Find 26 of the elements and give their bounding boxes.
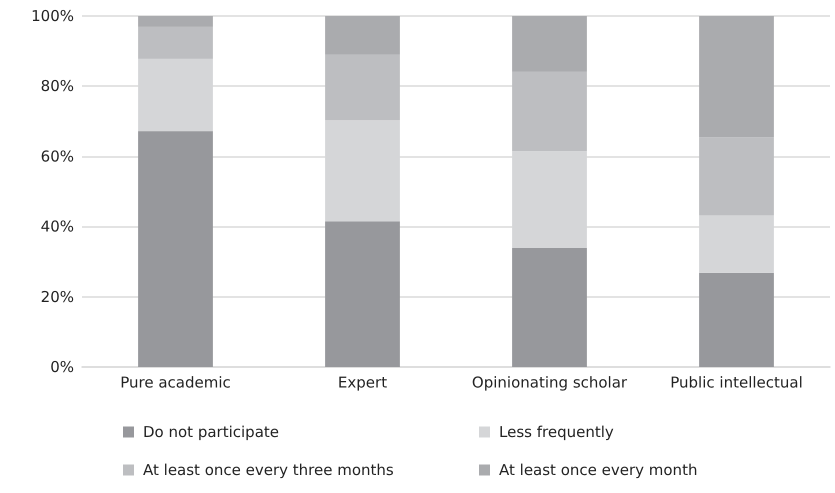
y-tick-label: 20%: [40, 288, 74, 306]
y-tick-label: 80%: [40, 77, 74, 96]
bar: [325, 221, 400, 367]
bar: [512, 71, 587, 152]
bar: [325, 54, 400, 120]
bar: [138, 26, 213, 59]
y-tick-label: 0%: [50, 358, 74, 376]
x-tick-label: Expert: [338, 374, 388, 392]
bar: [325, 16, 400, 55]
bar: [138, 16, 213, 27]
x-tick-label: Pure academic: [120, 374, 231, 392]
legend-label: Do not participate: [143, 423, 279, 441]
bar: [699, 137, 774, 216]
bar: [699, 16, 774, 138]
bar: [512, 16, 587, 72]
legend-label: At least once every three months: [143, 461, 394, 479]
bar: [512, 248, 587, 367]
bar: [138, 131, 213, 367]
bar: [699, 272, 774, 367]
x-tick-label: Public intellectual: [670, 374, 803, 392]
y-tick-label: 100%: [31, 7, 74, 25]
y-tick-label: 40%: [40, 218, 74, 236]
x-tick-label: Opinionating scholar: [472, 374, 628, 392]
legend-label: Less frequently: [499, 423, 614, 441]
y-tick-label: 60%: [40, 147, 74, 166]
legend-label: At least once every month: [499, 461, 698, 479]
